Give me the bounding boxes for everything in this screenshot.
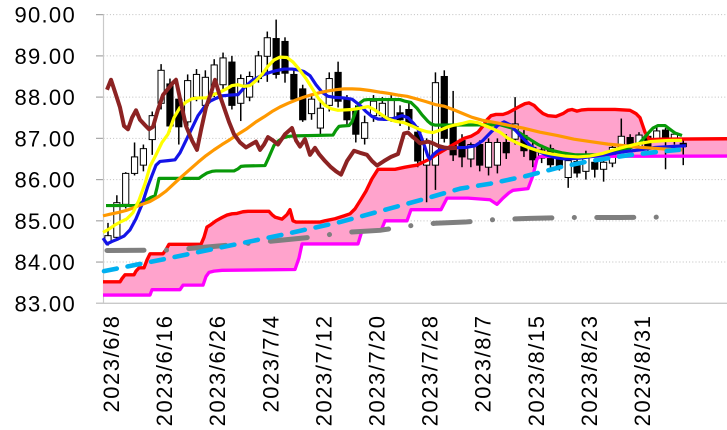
- svg-text:2023/8/31: 2023/8/31: [630, 315, 655, 427]
- svg-text:2023/7/28: 2023/7/28: [418, 315, 443, 427]
- svg-text:87.00: 87.00: [14, 126, 76, 151]
- svg-text:2023/8/15: 2023/8/15: [524, 315, 549, 427]
- svg-text:89.00: 89.00: [14, 44, 76, 69]
- svg-text:2023/6/26: 2023/6/26: [205, 315, 230, 427]
- svg-text:2023/7/20: 2023/7/20: [365, 315, 390, 427]
- svg-text:2023/6/16: 2023/6/16: [152, 315, 177, 427]
- svg-text:2023/8/7: 2023/8/7: [471, 315, 496, 413]
- svg-text:84.00: 84.00: [14, 250, 76, 275]
- svg-text:83.00: 83.00: [14, 291, 76, 316]
- svg-text:2023/8/23: 2023/8/23: [577, 315, 602, 427]
- svg-text:85.00: 85.00: [14, 209, 76, 234]
- svg-text:2023/7/4: 2023/7/4: [258, 315, 283, 413]
- svg-text:88.00: 88.00: [14, 85, 76, 110]
- svg-text:2023/6/8: 2023/6/8: [99, 315, 124, 413]
- svg-text:86.00: 86.00: [14, 168, 76, 193]
- svg-text:2023/7/12: 2023/7/12: [311, 315, 336, 427]
- svg-text:90.00: 90.00: [14, 3, 76, 28]
